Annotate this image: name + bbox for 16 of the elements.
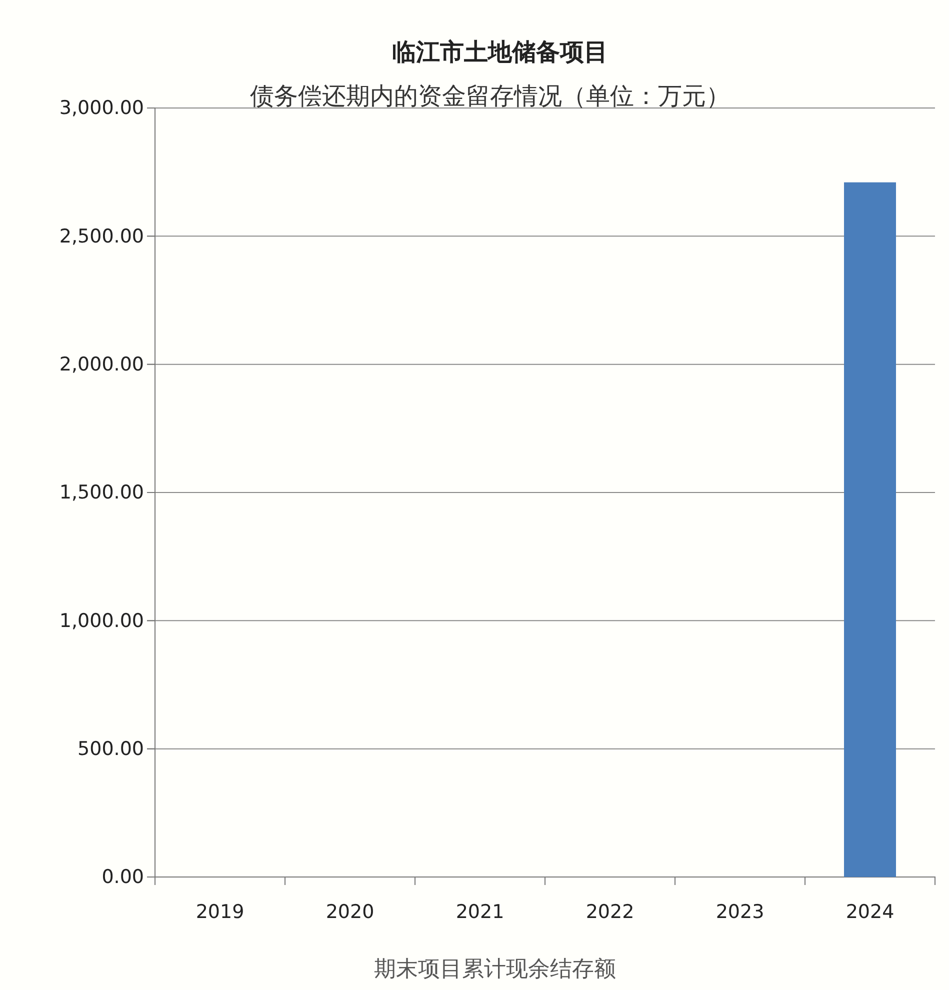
x-tick-label: 2020 xyxy=(326,901,374,923)
chart-title: 临江市土地储备项目 xyxy=(392,38,608,66)
x-tick-label: 2022 xyxy=(586,901,634,923)
chart-subtitle: 债务偿还期内的资金留存情况（单位：万元） xyxy=(250,82,730,110)
x-tick-label: 2021 xyxy=(456,901,504,923)
y-tick-label: 0.00 xyxy=(102,866,144,888)
y-tick-label: 1,000.00 xyxy=(59,610,144,632)
y-tick-label: 2,500.00 xyxy=(59,225,144,248)
y-tick-label: 2,000.00 xyxy=(59,353,144,376)
y-tick-label: 3,000.00 xyxy=(59,97,144,120)
y-tick-label: 1,500.00 xyxy=(59,482,144,504)
x-tick-label: 2024 xyxy=(846,901,894,923)
y-tick-label: 500.00 xyxy=(78,738,144,760)
x-axis-title: 期末项目累计现余结存额 xyxy=(374,957,616,982)
x-tick-label: 2019 xyxy=(196,901,244,923)
x-tick-label: 2023 xyxy=(716,901,764,923)
